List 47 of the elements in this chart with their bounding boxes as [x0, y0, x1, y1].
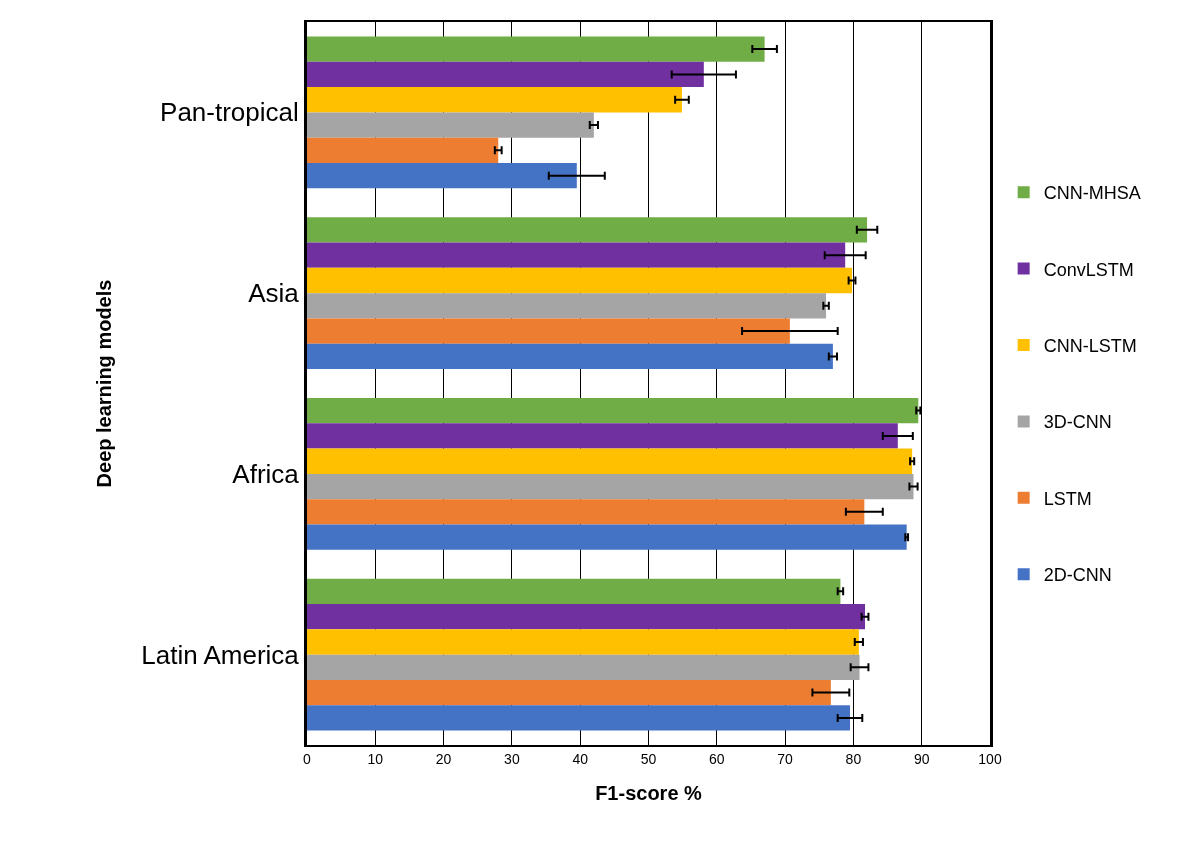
bar	[307, 499, 865, 525]
y-tick-label: Pan-tropical	[160, 97, 299, 128]
x-tick-label: 100	[978, 750, 1002, 767]
x-tick-label: 20	[435, 750, 452, 767]
legend-label: 3D-CNN	[1043, 412, 1112, 433]
legend-label: LSTM	[1043, 488, 1092, 509]
bar	[307, 318, 790, 344]
bar	[307, 473, 914, 500]
bar	[307, 293, 827, 319]
bar	[307, 397, 919, 424]
bar	[307, 629, 859, 655]
bar	[307, 705, 850, 731]
x-tick-label: 10	[367, 750, 384, 767]
legend-label: ConvLSTM	[1043, 259, 1134, 280]
bar	[307, 162, 577, 189]
x-tick-label: 80	[845, 750, 862, 767]
x-tick-label: 70	[777, 750, 794, 767]
bar	[307, 448, 913, 474]
bar	[307, 343, 833, 370]
x-tick-label: 30	[504, 750, 520, 767]
bar	[307, 654, 860, 680]
x-tick-label: 0	[303, 750, 312, 767]
y-axis-title: Deep learning models	[92, 279, 115, 488]
bar	[307, 604, 866, 630]
x-tick-label: 40	[572, 750, 589, 767]
bar	[307, 242, 846, 268]
x-tick-label: 60	[709, 750, 725, 767]
legend-label: 2D-CNN	[1043, 565, 1112, 586]
y-tick-label: Asia	[248, 278, 300, 309]
bar	[307, 217, 868, 243]
bar	[307, 137, 499, 163]
bar	[307, 87, 682, 113]
legend-label: CNN-LSTM	[1043, 336, 1137, 357]
bar	[307, 524, 907, 550]
y-tick-label: Africa	[232, 458, 300, 489]
legend-label: CNN-MHSA	[1043, 183, 1141, 204]
y-tick-label: Latin America	[141, 639, 300, 670]
x-axis-title: F1-score %	[595, 781, 703, 804]
x-tick-label: 90	[913, 750, 930, 767]
bar	[307, 578, 841, 605]
bar	[307, 112, 594, 138]
bar	[307, 61, 704, 88]
bar	[307, 679, 831, 706]
x-tick-label: 50	[640, 750, 657, 767]
bar	[307, 423, 898, 449]
bar	[307, 267, 853, 294]
bar	[307, 36, 765, 62]
